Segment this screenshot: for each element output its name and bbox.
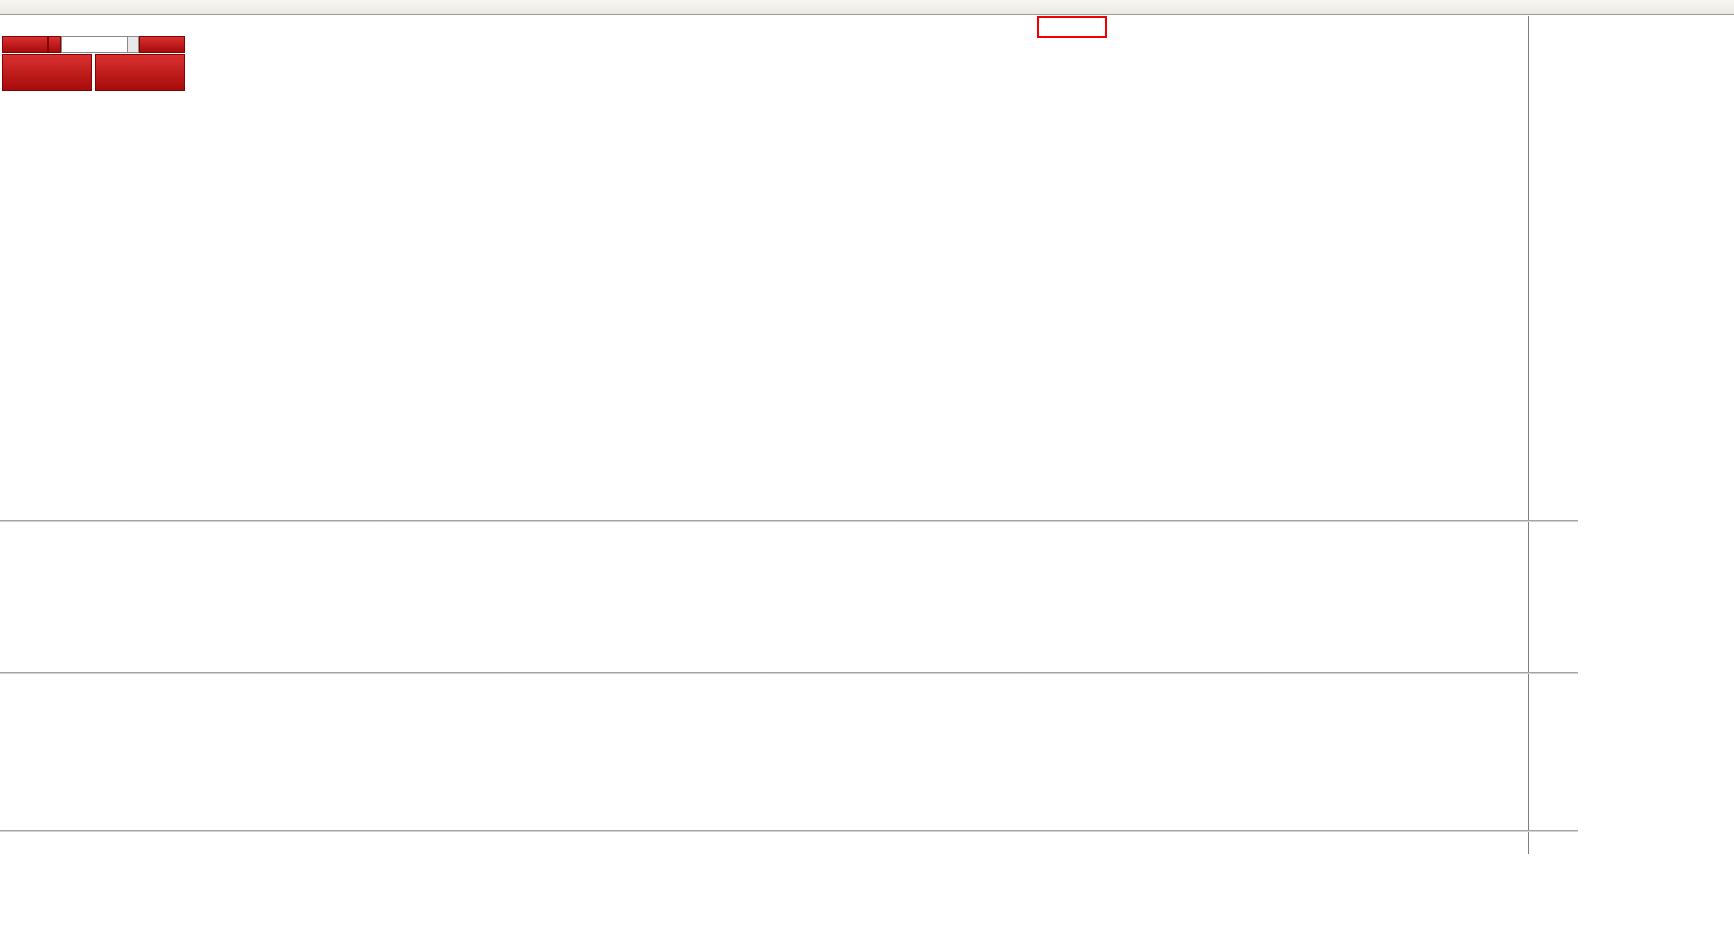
- rsi-indicator-chart[interactable]: [0, 674, 1528, 830]
- rsi-axis-divider[interactable]: [0, 830, 1578, 832]
- macd-label: [5, 525, 16, 536]
- sell-button[interactable]: [2, 36, 48, 53]
- macd-rsi-divider[interactable]: [0, 672, 1578, 674]
- buy-price-panel[interactable]: [95, 54, 185, 91]
- volume-down-icon[interactable]: [128, 45, 138, 53]
- one-click-trading-panel: [2, 36, 185, 91]
- sell-price-panel[interactable]: [2, 54, 92, 91]
- rsi-label: [5, 677, 11, 688]
- macd-indicator-chart[interactable]: [0, 522, 1528, 672]
- buy-button[interactable]: [139, 36, 185, 53]
- candlestick-chart[interactable]: [0, 16, 1528, 520]
- price-annotation-box[interactable]: [1037, 16, 1107, 38]
- main-macd-divider[interactable]: [0, 520, 1578, 522]
- volume-spinner: [128, 36, 139, 53]
- price-scale[interactable]: [1528, 16, 1578, 854]
- time-axis[interactable]: [0, 832, 1528, 854]
- volume-up-icon[interactable]: [128, 37, 138, 45]
- main-toolbar: [0, 0, 1734, 15]
- order-type-dropdown-icon[interactable]: [48, 36, 61, 53]
- volume-input[interactable]: [62, 37, 127, 52]
- chart-window: [0, 16, 1578, 854]
